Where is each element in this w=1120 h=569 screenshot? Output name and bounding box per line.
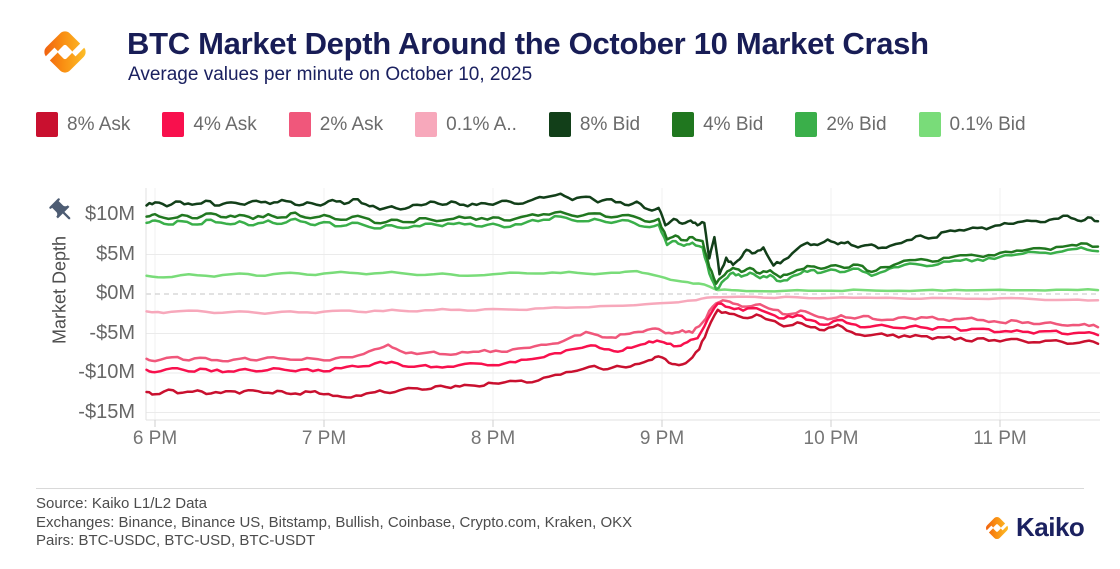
legend-swatch (36, 112, 58, 137)
legend-label: 2% Ask (319, 113, 384, 135)
legend-swatch (162, 112, 185, 137)
x-tick-label: 8 PM (470, 428, 516, 449)
legend-swatch (548, 112, 571, 137)
x-tick-label: 11 PM (973, 428, 1027, 449)
legend-label: 4% Bid (703, 113, 764, 135)
y-tick-label: -$10M (78, 361, 135, 383)
legend-item-0-1-a: 0.1% A.. (415, 112, 517, 137)
footer-divider (36, 488, 1084, 489)
footer-pairs: Pairs: BTC-USDC, BTC-USD, BTC-USDT (36, 532, 316, 549)
legend-label: 8% Ask (67, 113, 131, 135)
legend-swatch (918, 112, 941, 137)
legend-item-0-1-bid: 0.1% Bid (918, 112, 1026, 137)
y-tick-label: $0M (96, 282, 135, 304)
kaiko-logo-mark-small (985, 516, 1009, 540)
series-line-4-bid (145, 210, 1100, 285)
legend-label: 0.1% Bid (949, 113, 1026, 135)
series-line-0-1-bid (145, 269, 1100, 293)
kaiko-wordmark: Kaiko (1016, 512, 1085, 542)
footer-notes: Source: Kaiko L1/L2 Data Exchanges: Bina… (36, 495, 632, 551)
x-tick-label: 6 PM (132, 428, 178, 449)
series-line-8-ask (145, 308, 1100, 399)
series-line-0-1-ask (145, 295, 1100, 316)
legend-swatch (415, 112, 438, 137)
y-tick-label: -$15M (78, 400, 135, 423)
legend-item-8-ask: 8% Ask (36, 112, 130, 137)
page-title: BTC Market Depth Around the October 10 M… (127, 26, 929, 61)
legend-swatch (288, 112, 311, 137)
axes (145, 188, 1100, 427)
series-line-4-ask (145, 302, 1100, 374)
x-tick-label: 10 PM (803, 428, 859, 449)
y-tick-label: $5M (96, 242, 135, 265)
series-line-2-ask (145, 299, 1100, 363)
footer-exchanges: Exchanges: Binance, Binance US, Bitstamp… (36, 513, 633, 531)
legend-label: 2% Bid (826, 113, 887, 135)
series-line-8-bid (145, 192, 1100, 276)
gridlines (146, 188, 1100, 420)
chart-legend: 8% Ask 4% Ask 2% Ask 0.1% A.. 8% Bid 4% Bid 2%… (36, 112, 1058, 137)
kaiko-logo (37, 23, 93, 81)
kaiko-logo-mark (42, 31, 88, 73)
pin-icon (48, 197, 76, 225)
x-tick-label: 7 PM (301, 428, 347, 449)
legend-label: 8% Bid (579, 113, 641, 135)
legend-item-4-bid: 4% Bid (672, 112, 763, 137)
legend-item-8-bid: 8% Bid (548, 112, 641, 137)
legend-label: 4% Ask (193, 113, 257, 135)
legend-item-4-ask: 4% Ask (162, 112, 257, 137)
page-subtitle: Average values per minute on October 10,… (128, 64, 533, 85)
y-tick-label: $10M (84, 203, 135, 225)
footer-source: Source: Kaiko L1/L2 Data (36, 495, 207, 512)
kaiko-logo-small (982, 513, 1012, 543)
series-line-2-bid (145, 214, 1100, 291)
legend-swatch (672, 112, 695, 137)
legend-item-2-ask: 2% Ask (288, 112, 384, 137)
legend-swatch (795, 112, 818, 137)
legend-label: 0.1% A.. (446, 113, 517, 135)
y-tick-label: -$5M (89, 321, 135, 344)
legend-item-2-bid: 2% Bid (795, 112, 887, 137)
x-tick-label: 9 PM (639, 428, 685, 449)
